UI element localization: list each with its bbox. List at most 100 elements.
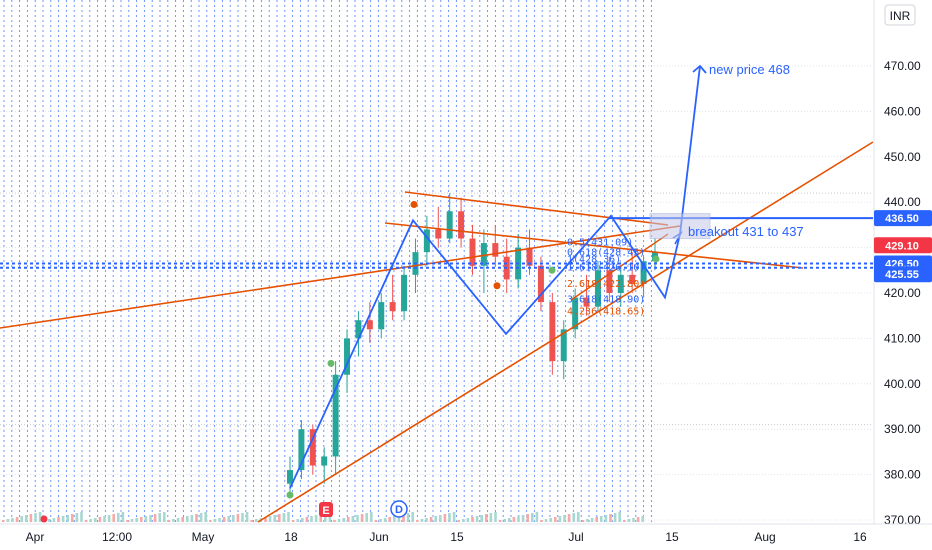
volume-bar: [443, 514, 447, 522]
pivot-marker: [652, 255, 660, 263]
candle-body: [537, 265, 544, 303]
volume-bar: [172, 519, 175, 522]
volume-bar: [420, 519, 424, 522]
candle-body: [583, 297, 590, 307]
volume-bar: [130, 519, 134, 522]
candle-body: [378, 302, 385, 330]
price-tick-label: 370.00: [884, 513, 921, 527]
volume-bar: [609, 514, 612, 522]
arrowhead: [692, 64, 707, 74]
candlestick-series[interactable]: [287, 193, 658, 493]
time-tick-label: 15: [665, 530, 679, 544]
price-tag: [874, 210, 932, 227]
volume-bar: [383, 518, 387, 522]
price-tag: [874, 237, 932, 254]
volume-bar: [75, 513, 79, 522]
volume-bar: [149, 515, 152, 522]
candle-body: [298, 429, 305, 471]
volume-bar: [278, 514, 281, 522]
volume-bar: [365, 513, 368, 522]
volume-bar: [264, 517, 267, 522]
candle-body: [594, 270, 601, 307]
volume-bar: [434, 516, 437, 522]
volume-bar: [163, 512, 166, 522]
candle-body: [321, 456, 328, 466]
volume-bar: [549, 518, 552, 522]
volume-bar: [471, 517, 474, 522]
volume-bar: [291, 520, 295, 522]
volume-bar: [429, 517, 433, 522]
volume-bar: [20, 516, 23, 522]
pivot-marker: [286, 491, 294, 499]
candle-body: [492, 243, 499, 257]
candle-body: [469, 238, 476, 266]
pivot-marker: [548, 266, 556, 274]
fib-level-label: 4.236(418.65): [567, 307, 645, 318]
volume-bar: [590, 518, 594, 522]
orange-support-trendline: [257, 141, 874, 523]
volume-bar: [544, 519, 548, 522]
volume-bar: [167, 520, 171, 522]
volume-bar: [89, 519, 92, 522]
fibonacci-labels: 0.5(431.09)0.618(428.45)1(428.36)1.618(4…: [567, 238, 645, 318]
price-tick-label: 460.00: [884, 104, 921, 118]
volume-bar: [540, 520, 543, 522]
volume-bar: [535, 512, 539, 522]
dividend-marker: [390, 500, 408, 518]
volume-bar: [34, 513, 37, 522]
candle-body: [572, 297, 579, 330]
orange-descending-trendline: [404, 191, 669, 226]
price-tick-label: 400.00: [884, 377, 921, 391]
fib-level-label: 0.618(428.45): [567, 248, 645, 259]
candle-body: [287, 470, 293, 484]
time-tick-label: Jun: [369, 530, 388, 544]
volume-bar: [176, 518, 180, 522]
volume-bar: [512, 517, 516, 522]
volume-bar: [71, 514, 74, 522]
earnings-marker-label: E: [322, 505, 329, 517]
volume-bar: [117, 513, 120, 522]
breakout-zone-box: [649, 213, 711, 240]
volume-bar: [310, 516, 313, 522]
time-tick-label: 18: [284, 530, 298, 544]
volume-bar: [411, 512, 414, 522]
volume-bars: [2, 512, 644, 522]
volume-bar: [397, 515, 401, 522]
volume-bar: [218, 518, 221, 522]
dividend-marker-label: D: [395, 504, 403, 516]
volume-bar: [613, 513, 617, 522]
volume-bar: [416, 520, 419, 522]
fib-level-label: 0.5(431.09): [567, 238, 633, 249]
price-tick-label: 410.00: [884, 331, 921, 345]
currency-badge[interactable]: [884, 4, 916, 26]
volume-bar: [337, 519, 341, 522]
volume-bar: [190, 515, 194, 522]
candle-body: [401, 274, 408, 312]
volume-bar: [370, 512, 373, 522]
volume-bar: [121, 512, 125, 522]
volume-bar: [452, 512, 456, 522]
volume-bar: [554, 517, 557, 522]
pivot-marker: [493, 282, 501, 290]
volume-bar: [66, 515, 69, 522]
volume-bar: [296, 519, 299, 522]
volume-bar: [305, 517, 309, 522]
candle-body: [549, 302, 556, 362]
volume-bar: [494, 512, 497, 522]
volume-bar: [636, 517, 640, 522]
volume-bar: [462, 519, 465, 522]
volume-bar: [425, 518, 428, 522]
volume-bar: [268, 516, 272, 522]
volume-bar: [356, 515, 359, 522]
time-axis[interactable]: Apr 12:00 May 18 Jun 15 Jul 15 Aug 16: [0, 523, 932, 544]
candle-body: [458, 211, 465, 239]
annotation-labels: new price 468 breakout 431 to 437 E D: [319, 62, 804, 518]
volume-bar: [457, 520, 460, 522]
volume-bar: [489, 513, 493, 522]
volume-bar: [181, 517, 184, 522]
trendline-drawings[interactable]: [0, 64, 874, 523]
volume-bar: [342, 518, 345, 522]
volume-bar: [498, 520, 502, 522]
